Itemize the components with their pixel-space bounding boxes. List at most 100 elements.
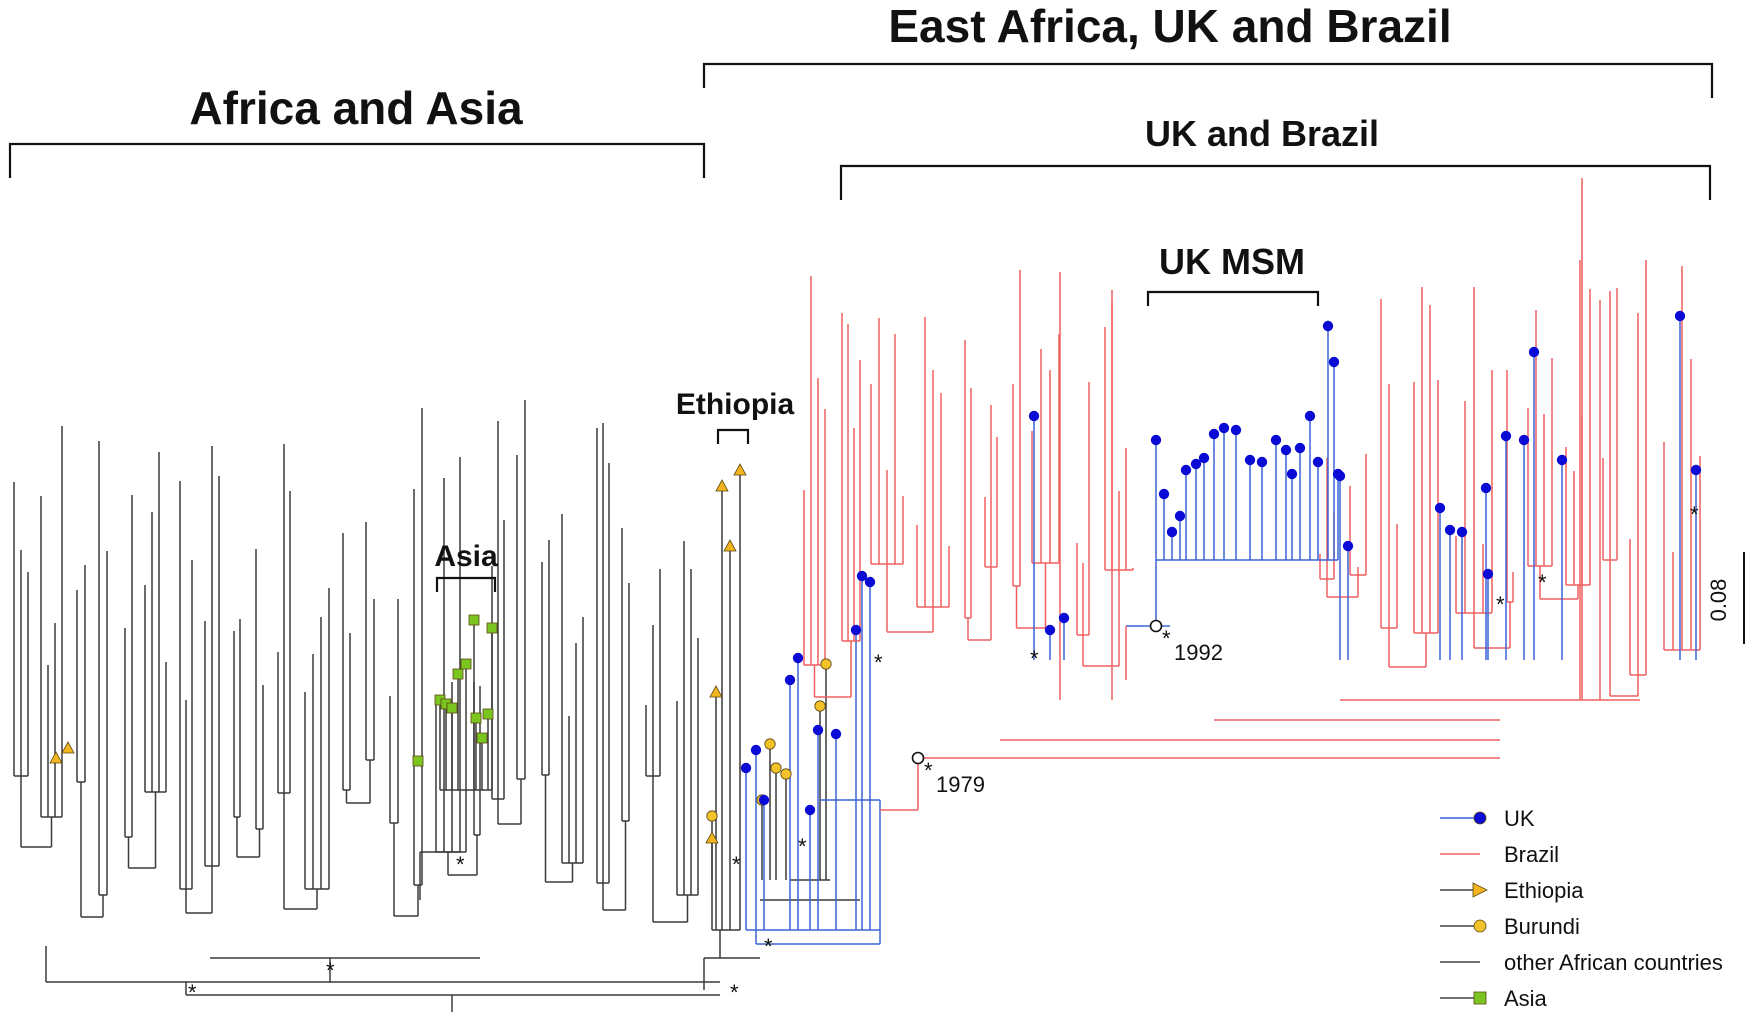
circle-tip-marker bbox=[706, 810, 718, 822]
support-star: * bbox=[1496, 592, 1505, 617]
support-star: * bbox=[326, 958, 335, 983]
circle-tip-marker bbox=[820, 658, 832, 670]
support-star-1992: * bbox=[1162, 626, 1171, 651]
circle-tip-marker bbox=[1190, 458, 1202, 470]
circle-tip-marker bbox=[764, 738, 776, 750]
label-asia: Asia bbox=[434, 540, 498, 573]
support-star: * bbox=[798, 834, 807, 859]
square-tip-marker bbox=[452, 668, 464, 680]
support-star: * bbox=[764, 934, 773, 959]
circle-tip-marker bbox=[1528, 346, 1540, 358]
triangle-tip-marker bbox=[723, 539, 737, 552]
circle-tip-marker bbox=[1480, 482, 1492, 494]
circle-tip-marker bbox=[1208, 428, 1220, 440]
support-star: * bbox=[730, 980, 739, 1005]
circle-tip-marker bbox=[758, 794, 770, 806]
triangle-tip-marker bbox=[61, 741, 75, 754]
dated-node-1992-marker bbox=[1149, 619, 1163, 633]
triangle-tip-marker bbox=[733, 463, 747, 476]
square-tip-marker bbox=[470, 712, 482, 724]
circle-tip-marker bbox=[740, 762, 752, 774]
circle-tip-marker bbox=[1166, 526, 1178, 538]
bracket-africa-asia bbox=[8, 142, 706, 178]
bracket-asia bbox=[435, 576, 497, 592]
legend-label: Asia bbox=[1504, 986, 1548, 1011]
square-tip-marker bbox=[446, 702, 458, 714]
square-tip-marker bbox=[482, 708, 494, 720]
circle-tip-marker bbox=[1556, 454, 1568, 466]
label-east-africa-uk-brazil: East Africa, UK and Brazil bbox=[888, 0, 1451, 52]
circle-tip-marker bbox=[1280, 444, 1292, 456]
triangle-tip-marker bbox=[49, 751, 63, 764]
square-tip-marker bbox=[460, 658, 472, 670]
legend: UK Brazil Ethiopia Burundi other African cou… bbox=[1440, 806, 1723, 1011]
circle-tip-marker bbox=[1434, 502, 1446, 514]
support-star: * bbox=[1690, 502, 1699, 527]
label-ethiopia: Ethiopia bbox=[676, 388, 795, 421]
circle-tip-marker bbox=[812, 724, 824, 736]
square-tip-marker bbox=[412, 755, 424, 767]
legend-marker-square bbox=[1473, 991, 1487, 1005]
dated-node-1979-marker bbox=[911, 751, 925, 765]
support-star: * bbox=[188, 980, 197, 1005]
circle-tip-marker bbox=[1322, 320, 1334, 332]
circle-tip-marker bbox=[1150, 434, 1162, 446]
date-label-1979: 1979 bbox=[936, 772, 985, 797]
circle-tip-marker bbox=[1044, 624, 1056, 636]
bracket-ethiopia bbox=[716, 428, 750, 444]
circle-tip-marker bbox=[804, 804, 816, 816]
legend-marker-circle bbox=[1473, 919, 1487, 933]
circle-tip-marker bbox=[1690, 464, 1702, 476]
circle-tip-marker bbox=[864, 576, 876, 588]
circle-tip-marker bbox=[784, 674, 796, 686]
circle-tip-marker bbox=[1294, 442, 1306, 454]
circle-tip-marker bbox=[1334, 470, 1346, 482]
label-uk-brazil: UK and Brazil bbox=[1145, 113, 1379, 154]
circle-tip-marker bbox=[1444, 524, 1456, 536]
label-africa-asia: Africa and Asia bbox=[189, 82, 523, 134]
support-star: * bbox=[1030, 646, 1039, 671]
clade-brackets bbox=[8, 62, 1714, 592]
circle-tip-marker bbox=[1286, 468, 1298, 480]
circle-tip-marker bbox=[1198, 452, 1210, 464]
circle-tip-marker bbox=[814, 700, 826, 712]
circle-tip-marker bbox=[850, 624, 862, 636]
circle-tip-marker bbox=[1482, 568, 1494, 580]
date-label-1992: 1992 bbox=[1174, 640, 1223, 665]
circle-tip-marker bbox=[1256, 456, 1268, 468]
triangle-tip-marker bbox=[709, 685, 723, 698]
legend-label: Ethiopia bbox=[1504, 878, 1584, 903]
circle-tip-marker bbox=[770, 762, 782, 774]
scale-bar-label: 0.08 bbox=[1706, 579, 1731, 622]
circle-tip-marker bbox=[1328, 356, 1340, 368]
support-star: * bbox=[732, 852, 741, 877]
circle-tip-marker bbox=[1158, 488, 1170, 500]
circle-tip-marker bbox=[1218, 422, 1230, 434]
circle-tip-marker bbox=[1456, 526, 1468, 538]
support-star-1979: * bbox=[924, 758, 933, 783]
bracket-uk-msm bbox=[1146, 290, 1320, 306]
legend-marker-triangle bbox=[1472, 882, 1488, 898]
circle-tip-marker bbox=[1244, 454, 1256, 466]
support-star: * bbox=[874, 650, 883, 675]
circle-tip-marker bbox=[1304, 410, 1316, 422]
support-stars: * * * * * * * * * * * * bbox=[188, 502, 1699, 1005]
circle-tip-marker bbox=[1058, 612, 1070, 624]
tip-markers bbox=[49, 310, 1702, 844]
circle-tip-marker bbox=[780, 768, 792, 780]
circle-tip-marker bbox=[1518, 434, 1530, 446]
circle-tip-marker bbox=[1674, 310, 1686, 322]
square-tip-marker bbox=[468, 614, 480, 626]
circle-tip-marker bbox=[1342, 540, 1354, 552]
circle-tip-marker bbox=[750, 744, 762, 756]
legend-label: Burundi bbox=[1504, 914, 1580, 939]
circle-tip-marker bbox=[1028, 410, 1040, 422]
circle-tip-marker bbox=[830, 728, 842, 740]
square-tip-marker bbox=[476, 732, 488, 744]
legend-label: UK bbox=[1504, 806, 1535, 831]
circle-tip-marker bbox=[1180, 464, 1192, 476]
circle-tip-marker bbox=[1174, 510, 1186, 522]
circle-tip-marker bbox=[1270, 434, 1282, 446]
triangle-tip-marker bbox=[715, 479, 729, 492]
